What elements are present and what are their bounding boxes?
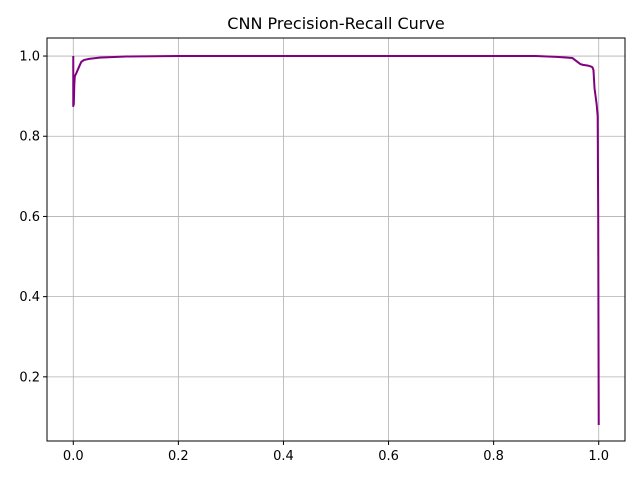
y-tick-label: 0.4 bbox=[19, 290, 40, 305]
plot-frame bbox=[46, 37, 626, 442]
x-tick-label: 0.2 bbox=[168, 449, 189, 464]
pr-curve-line bbox=[72, 55, 600, 425]
series-layer bbox=[72, 55, 600, 425]
x-tick-label: 0.0 bbox=[63, 449, 84, 464]
tick-labels: 0.0 0.2 0.4 0.6 0.8 1.0 0.2 0.4 0.6 0.8 1.0 bbox=[19, 50, 609, 464]
grid-lines bbox=[47, 38, 625, 441]
y-tick-label: 1.0 bbox=[19, 50, 40, 65]
x-tick-label: 0.8 bbox=[483, 449, 504, 464]
x-tick-label: 1.0 bbox=[588, 449, 609, 464]
x-tick-label: 0.4 bbox=[273, 449, 294, 464]
tick-marks bbox=[43, 55, 600, 445]
chart-title: CNN Precision-Recall Curve bbox=[227, 14, 444, 33]
y-tick-label: 0.6 bbox=[19, 210, 40, 225]
x-tick-label: 0.6 bbox=[378, 449, 399, 464]
y-tick-label: 0.8 bbox=[19, 130, 40, 145]
y-tick-label: 0.2 bbox=[19, 370, 40, 385]
